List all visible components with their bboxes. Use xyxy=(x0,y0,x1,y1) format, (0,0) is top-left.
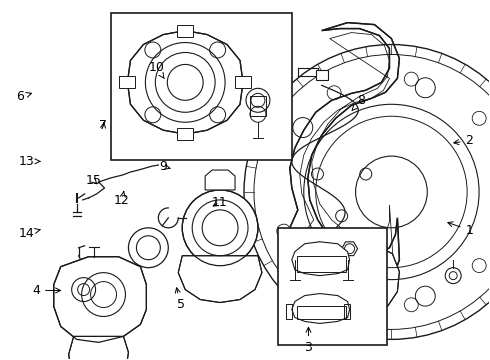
Text: 6: 6 xyxy=(17,90,31,103)
Text: 15: 15 xyxy=(86,174,101,187)
Bar xyxy=(316,71,328,80)
Text: 12: 12 xyxy=(114,192,130,207)
Circle shape xyxy=(182,190,258,266)
Text: 5: 5 xyxy=(175,288,185,311)
Polygon shape xyxy=(314,242,326,256)
Text: 2: 2 xyxy=(454,134,473,147)
Polygon shape xyxy=(54,257,147,342)
Bar xyxy=(111,13,292,160)
Polygon shape xyxy=(292,242,349,276)
Text: 4: 4 xyxy=(32,284,61,297)
Bar xyxy=(305,228,367,270)
Text: 10: 10 xyxy=(148,60,164,78)
Polygon shape xyxy=(177,24,193,37)
Polygon shape xyxy=(177,128,193,140)
Text: 9: 9 xyxy=(159,160,170,173)
Polygon shape xyxy=(120,76,135,88)
Polygon shape xyxy=(292,293,349,323)
Bar xyxy=(278,228,388,345)
Text: 11: 11 xyxy=(212,196,227,209)
Bar xyxy=(250,96,266,116)
Polygon shape xyxy=(316,244,399,319)
Polygon shape xyxy=(205,170,235,190)
Text: 3: 3 xyxy=(304,327,313,354)
Text: 7: 7 xyxy=(99,119,107,132)
Text: 8: 8 xyxy=(352,94,365,111)
Polygon shape xyxy=(127,31,243,134)
Text: 1: 1 xyxy=(448,222,473,237)
Polygon shape xyxy=(235,76,251,88)
Text: 13: 13 xyxy=(19,155,40,168)
Polygon shape xyxy=(342,242,358,256)
Text: 14: 14 xyxy=(19,226,40,239)
Polygon shape xyxy=(288,23,399,311)
Polygon shape xyxy=(69,336,128,360)
Polygon shape xyxy=(178,256,262,302)
